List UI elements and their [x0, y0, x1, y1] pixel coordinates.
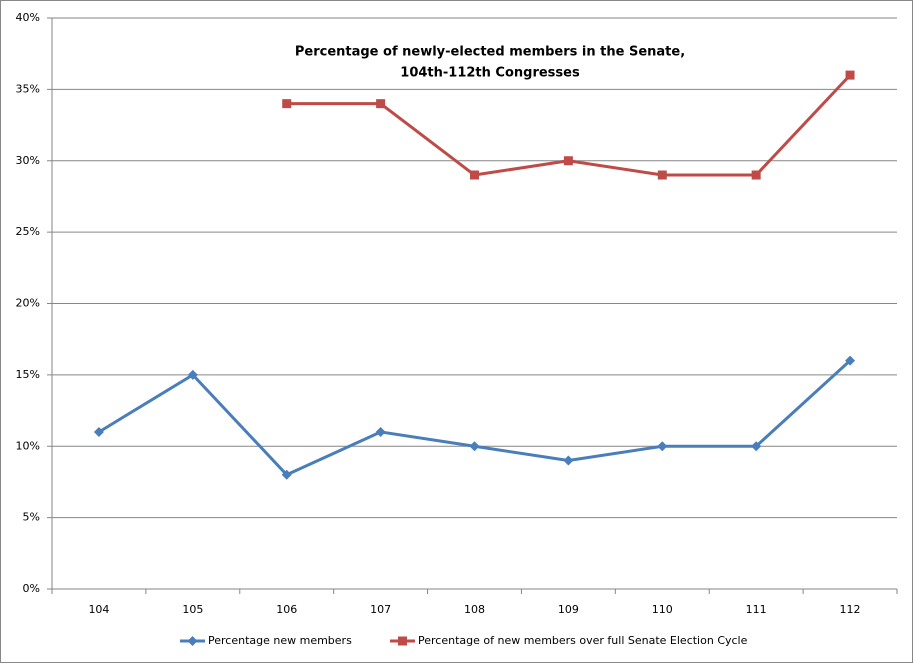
y-tick-label: 5%: [23, 511, 40, 524]
x-tick-label: 106: [276, 603, 297, 616]
marker: [470, 170, 479, 180]
marker: [187, 369, 198, 380]
legend-marker: [398, 636, 407, 646]
marker: [751, 170, 761, 180]
y-tick-label: 35%: [16, 82, 40, 95]
marker: [93, 426, 104, 437]
marker: [469, 441, 480, 452]
legend-label: Percentage of new members over full Sena…: [418, 634, 748, 647]
x-tick-label: 111: [746, 603, 767, 616]
legend-marker: [187, 636, 198, 646]
y-tick-label: 0%: [23, 582, 40, 595]
marker: [657, 441, 668, 452]
marker: [563, 156, 573, 166]
marker: [751, 441, 762, 452]
x-tick-label: 109: [558, 603, 579, 616]
x-tick-label: 110: [652, 603, 673, 616]
marker: [845, 355, 856, 366]
y-tick-label: 25%: [16, 225, 40, 238]
marker: [845, 70, 855, 80]
x-tick-label: 112: [840, 603, 861, 616]
chart-title: 104th-112th Congresses: [400, 66, 580, 81]
legend-label: Percentage new members: [208, 634, 352, 647]
marker: [281, 469, 292, 480]
x-tick-label: 104: [88, 603, 109, 616]
marker: [282, 99, 292, 109]
x-tick-label: 108: [464, 603, 485, 616]
y-tick-label: 30%: [16, 154, 40, 167]
marker: [376, 99, 386, 109]
y-tick-label: 10%: [16, 439, 40, 452]
marker: [657, 170, 667, 180]
y-tick-label: 20%: [16, 297, 40, 310]
x-tick-label: 107: [370, 603, 391, 616]
x-tick-label: 105: [182, 603, 203, 616]
marker: [563, 455, 574, 466]
marker: [375, 426, 386, 437]
y-tick-label: 15%: [16, 368, 40, 381]
y-tick-label: 40%: [16, 11, 40, 24]
chart-title: Percentage of newly-elected members in t…: [295, 45, 685, 60]
